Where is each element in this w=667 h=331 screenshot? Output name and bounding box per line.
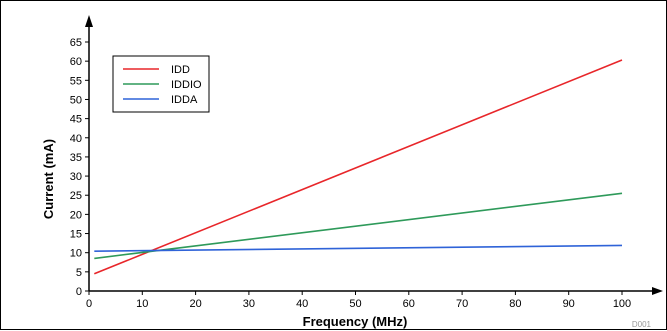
x-tick-label: 40 — [296, 298, 308, 310]
x-tick-label: 70 — [456, 298, 468, 310]
series-line-idda — [94, 244, 623, 252]
y-axis-title: Current (mA) — [41, 139, 56, 219]
x-axis-arrow — [652, 287, 663, 295]
x-axis-title: Frequency (MHz) — [303, 314, 408, 329]
y-tick-label: 5 — [76, 267, 82, 279]
y-tick-label: 50 — [70, 94, 82, 106]
y-tick-label: 45 — [70, 114, 82, 126]
y-tick-label: 55 — [70, 75, 82, 87]
y-tick-label: 35 — [70, 152, 82, 164]
x-tick-label: 0 — [86, 298, 92, 310]
y-axis-arrow — [85, 15, 93, 27]
y-tick-label: 25 — [70, 190, 82, 202]
y-tick-label: 30 — [70, 171, 82, 183]
series-lines — [93, 59, 623, 275]
series-line-idd — [93, 59, 623, 275]
legend: IDD IDDIO IDDA — [112, 55, 210, 113]
series-line-iddio — [94, 192, 623, 260]
y-tick-label: 10 — [70, 248, 82, 260]
x-tick-label: 60 — [403, 298, 415, 310]
y-tick-label: 40 — [70, 133, 82, 145]
x-tick-label: 10 — [136, 298, 148, 310]
legend-label-idda: IDDA — [171, 94, 198, 106]
axes: 0 5 10 15 20 25 30 35 40 45 50 55 60 65 0 10 20 30 40 50 60 7… — [70, 15, 663, 310]
legend-label-iddio: IDDIO — [171, 79, 202, 91]
legend-label-idd: IDD — [171, 64, 190, 76]
x-tick-label: 20 — [189, 298, 201, 310]
y-tick-label: 60 — [70, 56, 82, 68]
figure-code: D001 — [632, 320, 652, 329]
y-tick-label: 20 — [70, 209, 82, 221]
x-tick-label: 80 — [509, 298, 521, 310]
y-tick-label: 65 — [70, 37, 82, 49]
x-tick-label: 30 — [243, 298, 255, 310]
x-tick-label: 90 — [563, 298, 575, 310]
y-tick-label: 15 — [70, 229, 82, 241]
x-tick-label: 100 — [613, 298, 631, 310]
x-tick-label: 50 — [349, 298, 361, 310]
y-tick-label: 0 — [76, 286, 82, 298]
